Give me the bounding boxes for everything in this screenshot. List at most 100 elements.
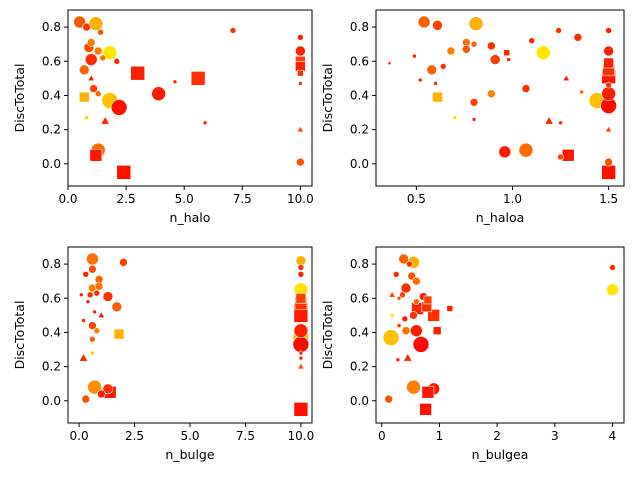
y-tick-label: 0.6 <box>350 291 369 305</box>
data-point <box>412 276 421 286</box>
x-tick-label: 4 <box>609 429 617 443</box>
data-point <box>97 28 104 36</box>
data-point <box>579 89 585 95</box>
data-point <box>119 258 128 267</box>
data-point <box>439 63 447 70</box>
data-point <box>417 77 423 83</box>
data-point <box>432 91 443 103</box>
data-point <box>298 350 304 356</box>
y-tick-label: 0.0 <box>350 157 369 171</box>
data-point <box>297 34 304 41</box>
data-point <box>544 116 554 125</box>
data-point <box>398 253 409 265</box>
x-tick-label: 10.0 <box>288 429 315 443</box>
data-point <box>297 271 305 278</box>
data-point <box>446 46 456 56</box>
data-point <box>295 255 307 266</box>
data-point <box>410 324 423 338</box>
x-tick-label: 2.5 <box>117 192 136 206</box>
data-point <box>110 99 128 116</box>
data-point <box>89 84 98 93</box>
data-point <box>295 61 306 72</box>
y-tick-label: 0.2 <box>350 123 369 137</box>
data-point <box>605 27 612 34</box>
y-tick-label: 0.6 <box>350 54 369 68</box>
data-point <box>468 16 484 31</box>
data-point <box>406 379 421 395</box>
x-axis-label: n_halo <box>170 210 211 225</box>
x-axis-label: n_haloa <box>476 210 525 225</box>
y-tick-label: 0.4 <box>350 88 369 102</box>
data-point <box>462 45 471 54</box>
data-point <box>297 362 305 370</box>
data-point <box>113 328 125 340</box>
data-point <box>409 311 418 320</box>
data-point <box>412 336 430 353</box>
y-tick-label: 0.4 <box>42 325 61 339</box>
data-point <box>452 115 458 120</box>
data-point <box>172 79 178 85</box>
y-tick-label: 0.0 <box>42 394 61 408</box>
data-point <box>406 260 413 268</box>
data-point <box>528 37 536 45</box>
x-tick-label: 2 <box>493 429 501 443</box>
data-point <box>87 379 102 395</box>
data-point <box>403 353 413 362</box>
x-tick-label: 5.0 <box>175 192 194 206</box>
data-point <box>296 125 304 133</box>
y-tick-label: 0.4 <box>42 88 61 102</box>
data-point <box>521 84 531 93</box>
data-point <box>99 54 107 62</box>
data-point <box>562 74 570 81</box>
data-point <box>396 323 402 328</box>
data-point <box>293 323 309 339</box>
data-point <box>298 81 303 86</box>
data-point <box>469 97 479 107</box>
data-point <box>557 153 564 161</box>
data-point <box>470 40 478 48</box>
data-point <box>427 309 440 322</box>
data-point <box>87 74 95 81</box>
data-point <box>498 145 512 159</box>
x-tick-label: 1.0 <box>503 192 522 206</box>
y-tick-label: 0.8 <box>42 20 61 34</box>
data-point <box>386 60 392 65</box>
data-point <box>432 20 443 31</box>
data-point <box>293 402 309 417</box>
data-point <box>73 15 86 29</box>
data-point <box>102 45 118 61</box>
y-tick-label: 0.0 <box>42 157 61 171</box>
data-point <box>93 46 103 56</box>
data-point <box>604 157 613 167</box>
y-tick-label: 0.8 <box>350 257 369 271</box>
y-tick-label: 0.0 <box>350 394 369 408</box>
data-point <box>90 350 95 356</box>
points-group <box>73 15 306 180</box>
x-tick-label: 1.5 <box>599 192 618 206</box>
data-point <box>412 53 417 59</box>
data-point <box>389 313 395 318</box>
data-point <box>102 291 114 302</box>
data-point <box>293 308 309 323</box>
data-point <box>100 116 110 125</box>
data-point <box>111 301 123 313</box>
data-point <box>84 53 98 66</box>
x-tick-label: 0.0 <box>58 192 77 206</box>
x-axis-label: n_bulgea <box>472 447 529 462</box>
subplot-1: 0.0 2.5 5.0 7.5 10.0 0.0 0.2 0.4 0.6 0.8 n_halo Dis… <box>12 9 314 225</box>
data-point <box>395 357 401 363</box>
data-point <box>382 329 400 346</box>
data-point <box>88 264 97 274</box>
subplot-grid: 0.0 2.5 5.0 7.5 10.00.00.20.40.60.8n_haloDis… <box>12 9 625 462</box>
data-point <box>86 291 94 299</box>
data-point <box>392 271 400 278</box>
data-point <box>295 45 306 57</box>
points-group <box>382 253 619 416</box>
data-point <box>489 54 501 65</box>
data-point <box>94 282 104 291</box>
data-point <box>92 309 97 315</box>
data-point <box>82 22 91 32</box>
data-point <box>561 148 575 162</box>
data-point <box>555 27 562 34</box>
